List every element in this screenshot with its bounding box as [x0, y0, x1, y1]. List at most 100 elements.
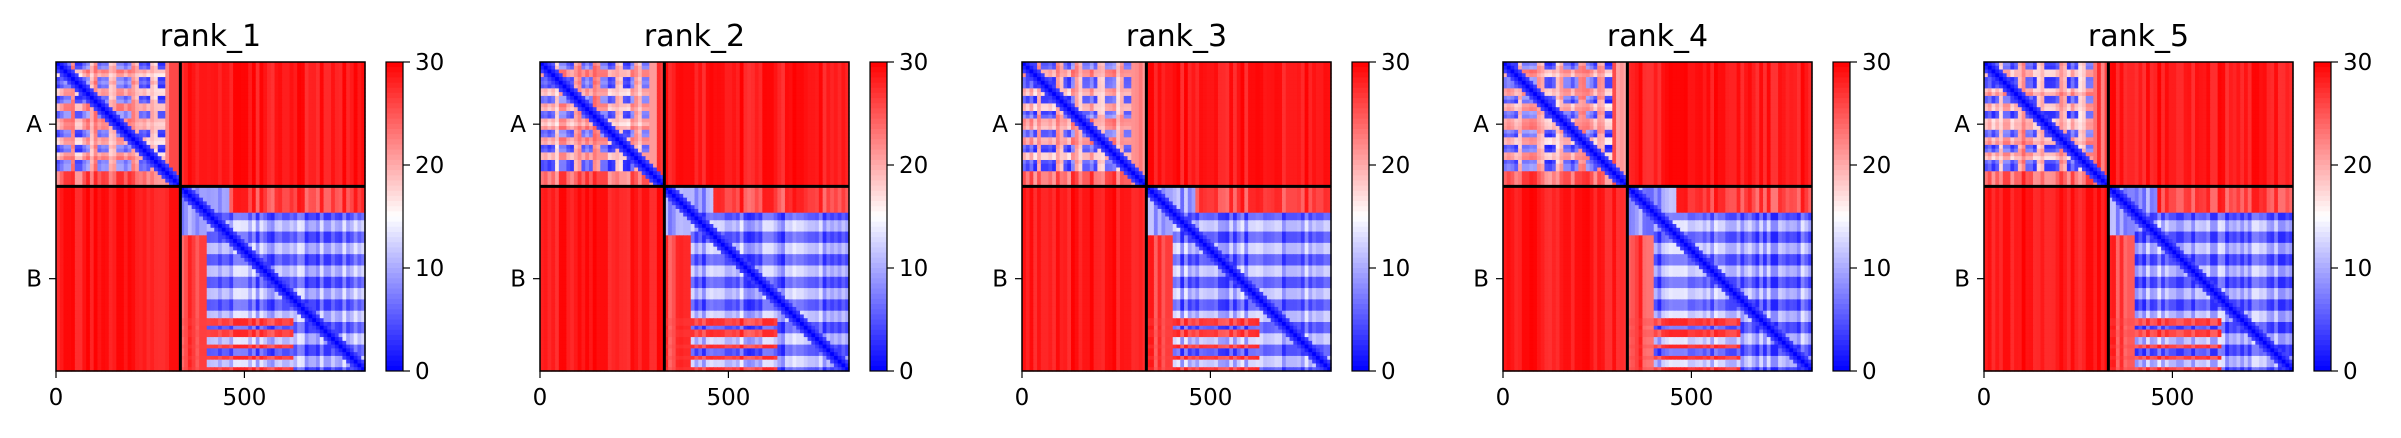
heatmap-cell	[162, 152, 166, 156]
heatmap-cell	[350, 224, 354, 228]
heatmap-cell	[158, 239, 162, 243]
heatmap-cell	[105, 258, 109, 262]
heatmap-cell	[90, 250, 94, 254]
heatmap-cell	[169, 156, 173, 160]
heatmap-cell	[248, 258, 252, 262]
heatmap-cell	[308, 66, 312, 70]
heatmap-cell	[199, 126, 203, 130]
heatmap-cell	[241, 254, 245, 258]
heatmap-cell	[259, 164, 263, 168]
heatmap-cell	[339, 122, 343, 126]
heatmap-cell	[282, 217, 286, 221]
heatmap-cell	[203, 70, 207, 74]
heatmap-cell	[165, 92, 169, 96]
heatmap-cell	[237, 243, 241, 247]
heatmap-cell	[146, 224, 150, 228]
heatmap-cell	[339, 137, 343, 141]
heatmap-cell	[305, 152, 309, 156]
heatmap-cell	[290, 111, 294, 115]
heatmap-cell	[139, 190, 143, 194]
heatmap-cell	[67, 190, 71, 194]
heatmap-cell	[357, 164, 361, 168]
heatmap-cell	[308, 100, 312, 104]
heatmap-cell	[331, 141, 335, 145]
heatmap-cell	[339, 175, 343, 179]
heatmap-cell	[94, 70, 98, 74]
heatmap-cell	[357, 126, 361, 130]
heatmap-cell	[241, 92, 245, 96]
heatmap-cell	[327, 115, 331, 119]
heatmap-cell	[162, 130, 166, 134]
heatmap-cell	[195, 73, 199, 77]
heatmap-cell	[286, 171, 290, 175]
heatmap-cell	[120, 217, 124, 221]
heatmap-cell	[305, 77, 309, 81]
heatmap-cell	[350, 81, 354, 85]
heatmap-cell	[354, 250, 358, 254]
heatmap-cell	[248, 164, 252, 168]
heatmap-cell	[335, 103, 339, 107]
heatmap-cell	[116, 111, 120, 115]
heatmap-cell	[327, 247, 331, 251]
heatmap-cell	[211, 115, 215, 119]
heatmap-cell	[252, 201, 256, 205]
heatmap-cell	[116, 103, 120, 107]
heatmap-cell	[290, 77, 294, 81]
heatmap-cell	[165, 130, 169, 134]
heatmap-cell	[173, 168, 177, 172]
heatmap-cell	[237, 141, 241, 145]
heatmap-cell	[244, 224, 248, 228]
heatmap-cell	[301, 205, 305, 209]
heatmap-cell	[335, 156, 339, 160]
heatmap-cell	[259, 198, 263, 202]
heatmap-cell	[101, 137, 105, 141]
heatmap-cell	[192, 254, 196, 258]
heatmap-cell	[241, 247, 245, 251]
heatmap-cell	[271, 164, 275, 168]
heatmap-cell	[354, 100, 358, 104]
heatmap-cell	[188, 85, 192, 89]
heatmap-cell	[135, 232, 139, 236]
heatmap-cell	[192, 205, 196, 209]
heatmap-cell	[173, 179, 177, 183]
heatmap-cell	[222, 168, 226, 172]
heatmap-cell	[79, 160, 83, 164]
heatmap-cell	[324, 205, 328, 209]
heatmap-cell	[241, 220, 245, 224]
heatmap-cell	[109, 152, 113, 156]
heatmap-cell	[293, 224, 297, 228]
heatmap-cell	[184, 81, 188, 85]
heatmap-cell	[184, 201, 188, 205]
heatmap-cell	[162, 115, 166, 119]
heatmap-cell	[222, 149, 226, 153]
heatmap-cell	[82, 134, 86, 138]
heatmap-cell	[207, 243, 211, 247]
heatmap-cell	[143, 88, 147, 92]
heatmap-cell	[79, 235, 83, 239]
heatmap-cell	[354, 130, 358, 134]
heatmap-cell	[346, 66, 350, 70]
heatmap-cell	[342, 122, 346, 126]
heatmap-cell	[267, 92, 271, 96]
heatmap-cell	[188, 254, 192, 258]
heatmap-cell	[357, 201, 361, 205]
heatmap-cell	[233, 137, 237, 141]
heatmap-cell	[324, 152, 328, 156]
heatmap-cell	[346, 122, 350, 126]
heatmap-cell	[128, 111, 132, 115]
heatmap-cell	[316, 141, 320, 145]
heatmap-cell	[94, 164, 98, 168]
heatmap-cell	[218, 88, 222, 92]
heatmap-cell	[116, 160, 120, 164]
heatmap-cell	[252, 156, 256, 160]
heatmap-cell	[222, 235, 226, 239]
heatmap-cell	[184, 198, 188, 202]
heatmap-cell	[71, 137, 75, 141]
heatmap-cell	[226, 152, 230, 156]
heatmap-cell	[278, 134, 282, 138]
heatmap-cell	[222, 254, 226, 258]
heatmap-cell	[316, 66, 320, 70]
heatmap-cell	[331, 250, 335, 254]
heatmap-cell	[320, 209, 324, 213]
heatmap-cell	[82, 126, 86, 130]
